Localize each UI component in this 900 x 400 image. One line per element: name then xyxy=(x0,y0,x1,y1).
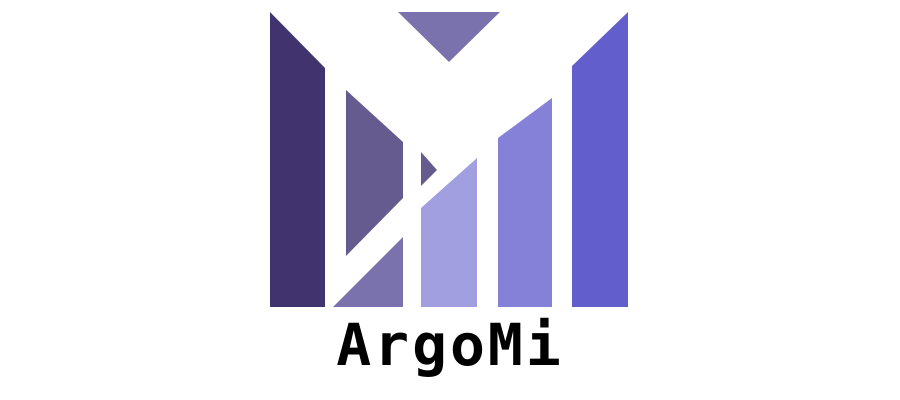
logo-bar-left-inner-upper xyxy=(346,90,403,256)
logo-bar-center xyxy=(421,158,477,307)
logo-center-sliver xyxy=(421,152,437,186)
logo-bar-right-inner xyxy=(498,98,552,307)
logo-bar-left-inner-lower xyxy=(333,237,403,307)
logo-bar-right-outer xyxy=(572,12,628,307)
argomi-logo-icon xyxy=(270,12,628,307)
brand-wordmark: ArgoMi xyxy=(336,311,564,379)
logo-bar-left-outer xyxy=(270,12,325,307)
logo-top-triangle xyxy=(398,12,500,62)
